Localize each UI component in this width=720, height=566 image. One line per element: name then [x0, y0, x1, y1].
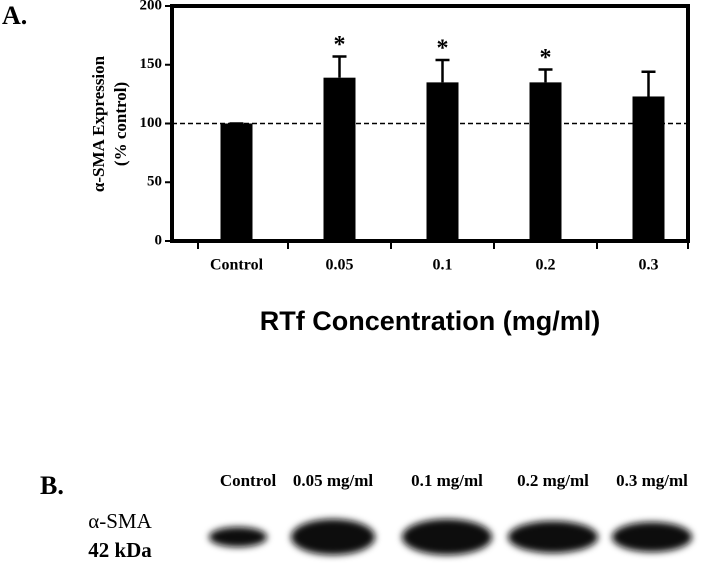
lane-label: Control: [220, 471, 277, 490]
lane-label: 0.1 mg/ml: [411, 471, 483, 490]
bar: [632, 96, 665, 241]
y-tick-label: 150: [140, 56, 163, 72]
error-bar: [332, 55, 347, 78]
bar: [220, 123, 253, 241]
lane-label: 0.2 mg/ml: [517, 471, 589, 490]
x-tick-label: 0.05: [326, 257, 354, 274]
lane-label: 0.3 mg/ml: [616, 471, 688, 490]
x-tick-label: 0.1: [433, 257, 453, 274]
error-bar: [641, 70, 656, 97]
y-tick-label: 100: [140, 115, 163, 131]
row-label: α-SMA: [88, 509, 152, 533]
blot-band: [291, 519, 375, 555]
y-tick-label: 200: [140, 0, 163, 13]
error-bar: [435, 58, 450, 83]
y-axis-label: (% control): [111, 82, 130, 166]
blot-band: [402, 519, 492, 555]
error-bar: [538, 68, 553, 83]
y-axis-label: α-SMA Expression: [89, 55, 108, 192]
panel-label: A.: [2, 1, 27, 30]
blot-band: [612, 522, 692, 552]
x-tick-label: 0.2: [536, 257, 556, 274]
x-axis-label: RTf Concentration (mg/ml): [260, 306, 600, 336]
bar: [426, 82, 459, 241]
y-tick-label: 50: [147, 174, 162, 190]
y-tick-label: 0: [155, 232, 163, 248]
lane-label: 0.05 mg/ml: [293, 471, 374, 490]
significance-marker: *: [437, 36, 449, 62]
bar: [323, 77, 356, 241]
significance-marker: *: [540, 45, 552, 71]
significance-marker: *: [334, 32, 346, 58]
blot-band: [508, 521, 598, 553]
row-label: 42 kDa: [88, 538, 152, 562]
panel-label: B.: [40, 471, 64, 500]
bar: [529, 82, 562, 241]
x-tick-label: 0.3: [639, 257, 659, 274]
x-tick-label: Control: [210, 257, 264, 274]
blot-band: [209, 527, 267, 547]
